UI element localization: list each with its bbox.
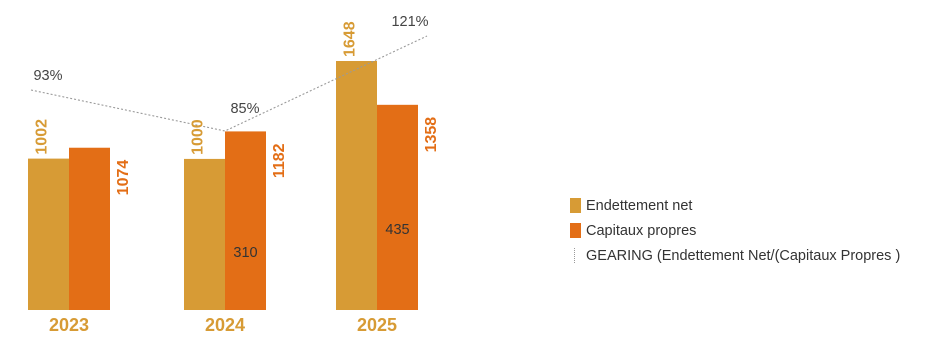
inner-label-2024: 310	[233, 245, 257, 261]
legend-label-capitaux-propres: Capitaux propres	[586, 222, 697, 239]
value-label-endettement-net-2025: 1648	[342, 21, 359, 57]
legend-item-capitaux-propres: Capitaux propres	[570, 218, 900, 243]
legend-swatch-capitaux-propres	[570, 223, 581, 238]
value-label-capitaux-propres-2025: 1358	[423, 117, 440, 153]
bar-endettement-net-2025	[336, 61, 377, 310]
legend: Endettement net Capitaux propres GEARING…	[570, 193, 900, 268]
gearing-label-2024: 85%	[230, 101, 259, 117]
legend-swatch-endettement-net	[570, 198, 581, 213]
bar-capitaux-propres-2023	[69, 147, 110, 310]
bar-capitaux-propres-2024	[225, 131, 266, 310]
category-label-2023: 2023	[49, 315, 89, 335]
bar-endettement-net-2024	[184, 158, 225, 310]
bar-group	[28, 61, 418, 311]
value-label-endettement-net-2023: 1002	[34, 119, 51, 155]
label-group: 1002 1074 2023 1000 1182 310 2024 1648 1358 435 20…	[33, 14, 440, 335]
value-label-endettement-net-2024: 1000	[190, 119, 207, 155]
legend-item-gearing: GEARING (Endettement Net/(Capitaux Propr…	[570, 243, 900, 268]
category-label-2025: 2025	[357, 315, 397, 335]
value-label-capitaux-propres-2023: 1074	[115, 160, 132, 196]
value-label-capitaux-propres-2024: 1182	[271, 143, 288, 178]
bar-endettement-net-2023	[28, 158, 69, 310]
legend-label-gearing: GEARING (Endettement Net/(Capitaux Propr…	[586, 247, 901, 264]
legend-item-endettement-net: Endettement net	[570, 193, 900, 218]
gearing-label-2025: 121%	[391, 14, 428, 30]
category-label-2024: 2024	[205, 315, 245, 335]
legend-label-endettement-net: Endettement net	[586, 197, 693, 214]
bar-capitaux-propres-2025	[377, 104, 418, 311]
inner-label-2025: 435	[385, 222, 409, 238]
legend-swatch-gearing	[574, 248, 581, 263]
gearing-label-2023: 93%	[33, 68, 62, 84]
